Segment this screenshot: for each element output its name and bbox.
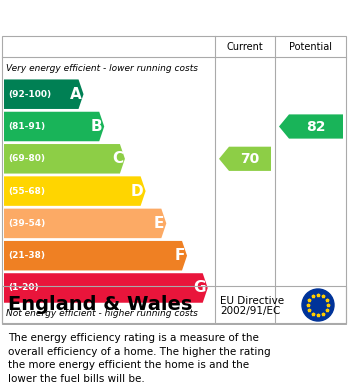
Polygon shape [4, 144, 125, 174]
Polygon shape [279, 115, 343, 139]
Text: 70: 70 [240, 152, 260, 166]
Text: (21-38): (21-38) [8, 251, 45, 260]
Text: F: F [175, 248, 185, 263]
Polygon shape [4, 112, 104, 141]
Text: 2002/91/EC: 2002/91/EC [220, 306, 280, 316]
Text: (69-80): (69-80) [8, 154, 45, 163]
Circle shape [302, 289, 334, 321]
Text: C: C [112, 151, 123, 166]
Polygon shape [4, 79, 84, 109]
Text: 82: 82 [306, 120, 326, 133]
Text: G: G [193, 280, 206, 296]
Text: The energy efficiency rating is a measure of the
overall efficiency of a home. T: The energy efficiency rating is a measur… [8, 333, 271, 384]
Text: E: E [154, 216, 164, 231]
Polygon shape [4, 176, 145, 206]
Text: (81-91): (81-91) [8, 122, 45, 131]
Text: (92-100): (92-100) [8, 90, 51, 99]
Text: (39-54): (39-54) [8, 219, 45, 228]
Text: B: B [90, 119, 102, 134]
Text: (55-68): (55-68) [8, 187, 45, 196]
Text: Energy Efficiency Rating: Energy Efficiency Rating [10, 9, 220, 25]
Text: Current: Current [227, 42, 263, 52]
Text: A: A [70, 87, 81, 102]
Polygon shape [219, 147, 271, 171]
Text: Not energy efficient - higher running costs: Not energy efficient - higher running co… [6, 309, 198, 318]
Polygon shape [4, 209, 166, 238]
Text: (1-20): (1-20) [8, 283, 39, 292]
Text: Very energy efficient - lower running costs: Very energy efficient - lower running co… [6, 64, 198, 73]
Text: EU Directive: EU Directive [220, 296, 284, 306]
Polygon shape [4, 273, 208, 303]
Text: D: D [131, 184, 144, 199]
Text: Potential: Potential [289, 42, 332, 52]
Polygon shape [4, 241, 187, 271]
Text: England & Wales: England & Wales [8, 296, 192, 314]
